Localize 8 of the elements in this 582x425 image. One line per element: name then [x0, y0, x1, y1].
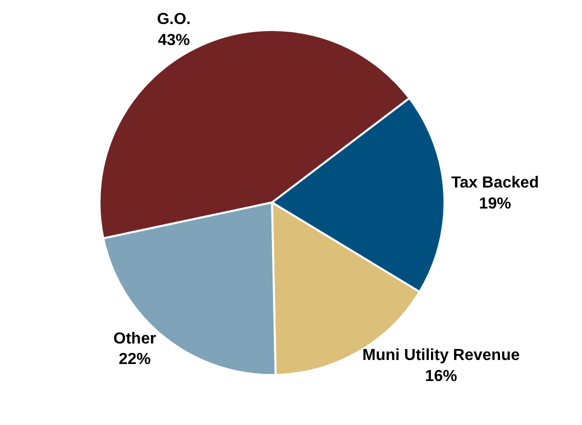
data-label: 22%	[118, 351, 151, 368]
data-label: 19%	[479, 195, 512, 212]
slice-label: Other	[113, 330, 156, 348]
slice-label: G.O.	[156, 11, 191, 28]
data-label: 16%	[425, 368, 458, 385]
slice-label: Muni Utility Revenue	[362, 347, 520, 364]
data-label: 43%	[158, 32, 190, 49]
slice-label: Tax Backed	[451, 174, 539, 192]
